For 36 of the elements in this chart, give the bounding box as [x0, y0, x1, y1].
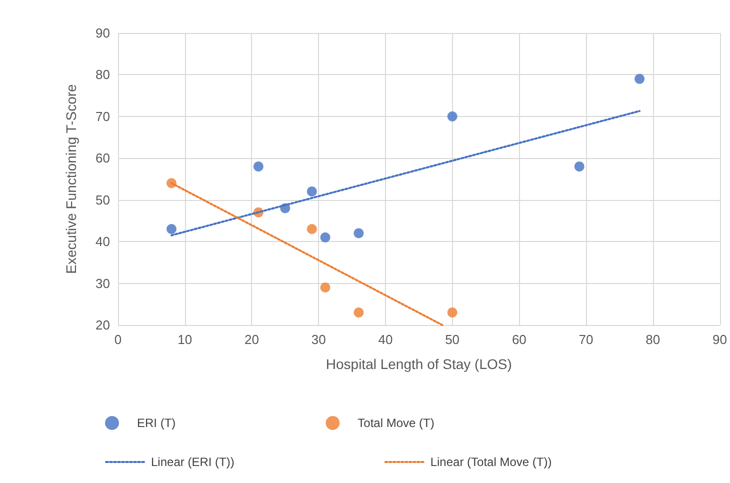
legend-label: Total Move (T): [358, 416, 434, 430]
x-tick-label: 60: [512, 332, 526, 347]
y-tick-label: 40: [96, 234, 110, 250]
legend-label: Linear (ERI (T)): [151, 455, 234, 469]
legend-label: ERI (T): [137, 416, 176, 430]
x-tick-label: 50: [445, 332, 460, 347]
x-axis-title: Hospital Length of Stay (LOS): [326, 356, 512, 372]
point: [166, 224, 176, 234]
x-tick-label: 20: [244, 332, 259, 347]
y-tick-label: 90: [96, 26, 110, 40]
y-tick-label: 30: [96, 276, 110, 291]
x-tick-label: 90: [712, 332, 728, 347]
point: [306, 224, 317, 234]
legend-label: Linear (Total Move (T)): [430, 455, 552, 469]
point: [354, 228, 364, 238]
y-tick-label: 80: [96, 67, 110, 82]
point: [306, 186, 317, 197]
x-tick-label: 40: [378, 332, 393, 347]
y-tick-label: 50: [96, 192, 110, 208]
x-tick-label: 80: [646, 332, 660, 347]
point: [447, 111, 458, 122]
y-tick-label: 70: [96, 108, 110, 124]
x-tick-label: 0: [114, 332, 122, 347]
y-tick-label: 20: [96, 318, 110, 332]
x-tick-label: 30: [311, 332, 326, 347]
point: [320, 282, 330, 292]
point: [354, 307, 364, 318]
x-tick-label: 10: [178, 332, 192, 347]
x-tick-label: 70: [578, 332, 594, 347]
point: [320, 232, 330, 242]
point: [253, 161, 264, 172]
y-axis-title: Executive Functioning T-Score: [63, 84, 79, 274]
point: [634, 74, 645, 84]
point: [574, 161, 584, 172]
y-tick-label: 60: [96, 150, 110, 166]
point: [447, 307, 458, 318]
